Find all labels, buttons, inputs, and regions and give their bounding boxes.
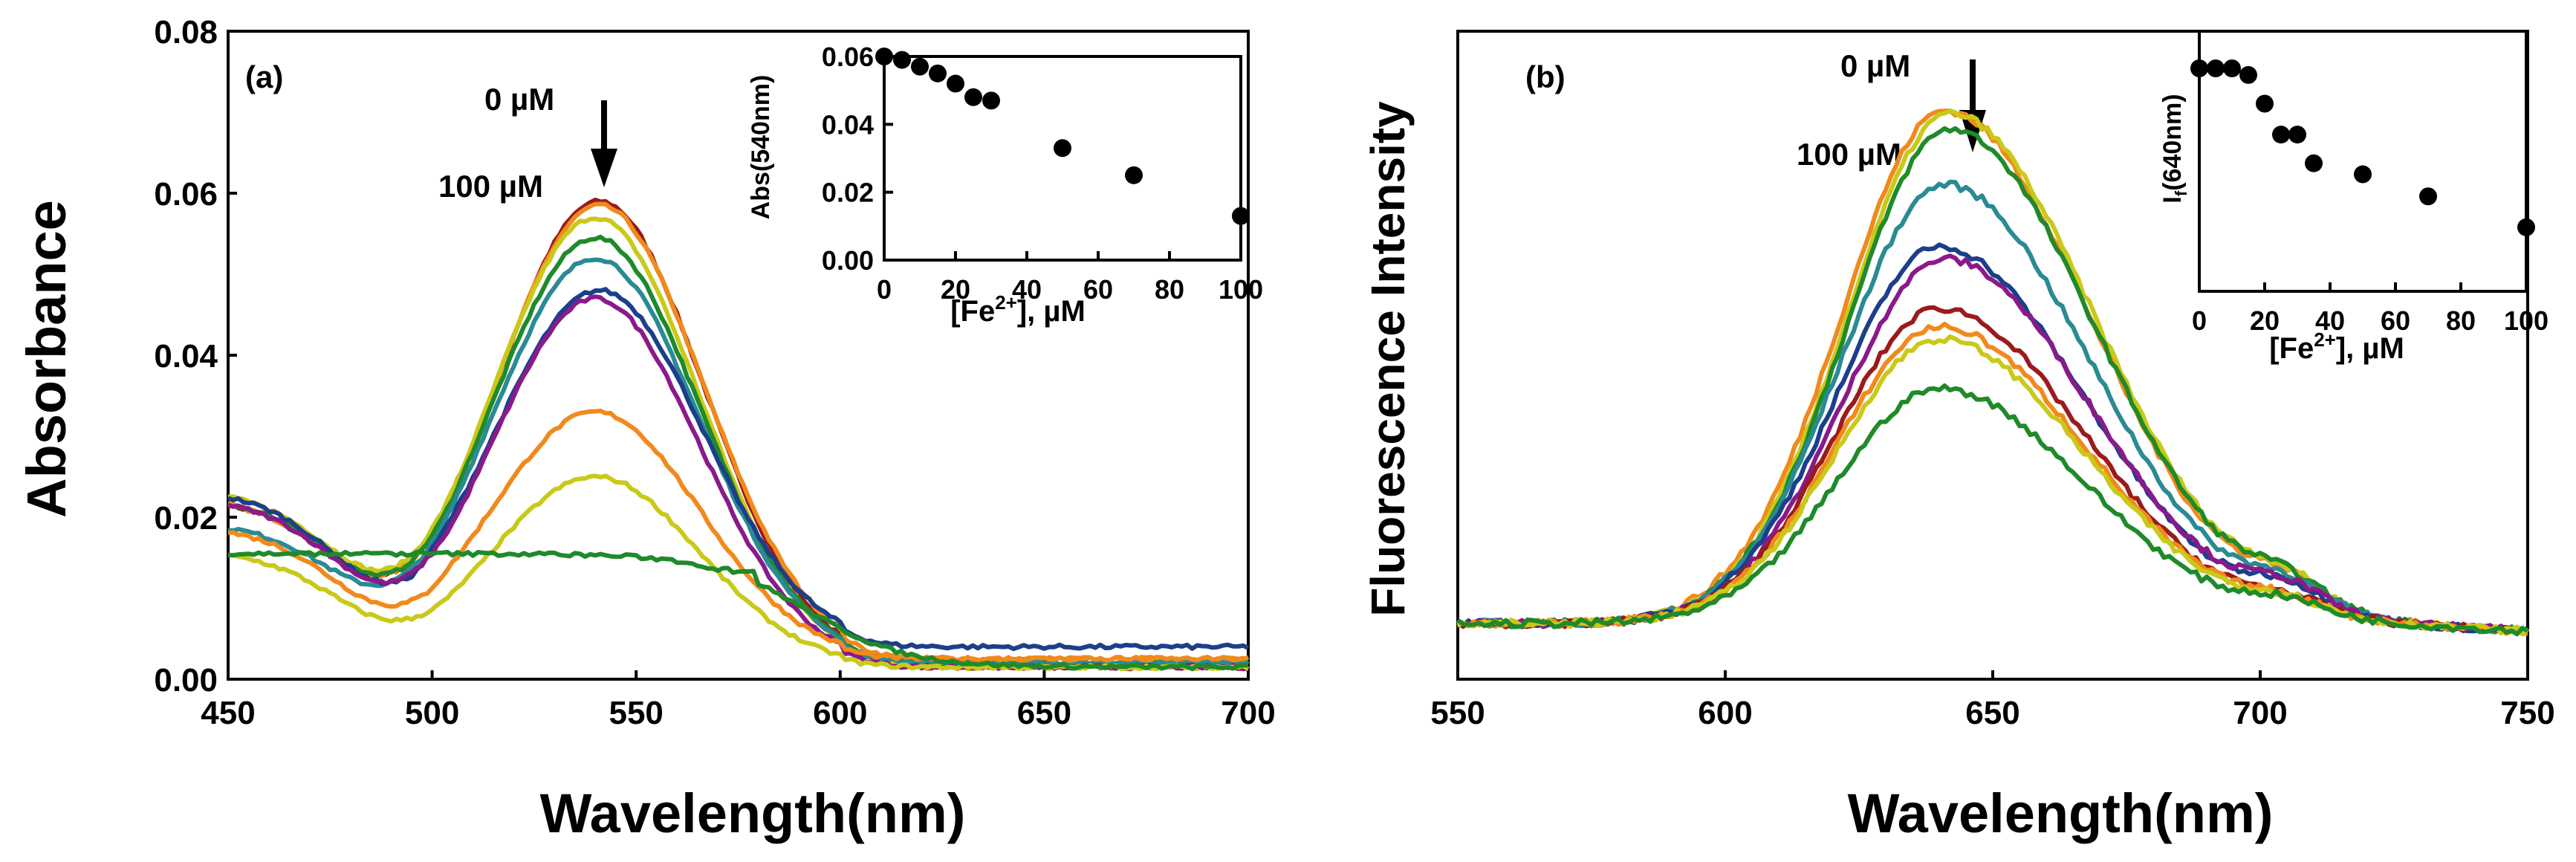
panel-b-xtick-label: 650 bbox=[1965, 695, 2019, 731]
panel-a-ytick-label: 0.08 bbox=[154, 14, 218, 51]
panel-a-ytick-label: 0.02 bbox=[154, 500, 218, 537]
inset-a-point bbox=[982, 91, 1000, 110]
inset-a-frame bbox=[883, 55, 1242, 262]
inset-b-ylabel: If(640nm) bbox=[2158, 94, 2190, 203]
inset-a-point bbox=[964, 88, 982, 106]
inset-a-ytick-label: 0.00 bbox=[822, 245, 874, 276]
inset-b-xtick-label: 100 bbox=[2504, 305, 2549, 336]
panel-b-annotation-bottom: 100 µM bbox=[1797, 137, 1901, 172]
inset-b-point bbox=[2288, 126, 2306, 144]
inset-a-xtick-label: 20 bbox=[941, 274, 970, 305]
panel-b-ylabel: Fluorescence Intensity bbox=[1361, 101, 1415, 617]
inset-a-frame bbox=[883, 55, 1242, 262]
inset-a-xtick-label: 80 bbox=[1155, 274, 1184, 305]
inset-b-point bbox=[2354, 165, 2372, 184]
inset-a-xtick-label: 0 bbox=[877, 274, 892, 305]
panel-a-xtick-label: 550 bbox=[609, 695, 663, 731]
panel-b-xlabel: Wavelength(nm) bbox=[1848, 782, 2274, 844]
inset-b-point bbox=[2207, 59, 2225, 77]
panel-b-annotation-top: 0 µM bbox=[1840, 48, 1910, 83]
inset-b-point bbox=[2239, 65, 2257, 84]
panel-a-xlabel: Wavelength(nm) bbox=[540, 782, 966, 844]
panel-b-xtick-label: 600 bbox=[1698, 695, 1752, 731]
panel-b-series-line bbox=[1456, 383, 2529, 637]
inset-b-point bbox=[2272, 126, 2290, 144]
panel-b-xtick-label: 750 bbox=[2500, 695, 2554, 731]
inset-b-point bbox=[2256, 94, 2274, 113]
panel-b-xtick-label: 550 bbox=[1430, 695, 1485, 731]
panel-a-xtick-label: 500 bbox=[405, 695, 459, 731]
inset-a-point bbox=[947, 74, 964, 93]
panel-a-xtick-label: 700 bbox=[1221, 695, 1275, 731]
panel-a-series-line bbox=[227, 549, 1249, 672]
inset-a-point bbox=[1125, 166, 1143, 184]
inset-a-point bbox=[1054, 139, 1071, 158]
panel-a: (a) Wavelength(nm) Absorbance 0 µM 100 µ… bbox=[16, 59, 1086, 844]
panel-b-xtick-label: 700 bbox=[2233, 695, 2287, 731]
panel-a-annotation-top: 0 µM bbox=[484, 82, 554, 117]
panel-a-series-line bbox=[227, 198, 1249, 672]
inset-a-point bbox=[929, 64, 947, 82]
panel-a-ytick-label: 0.04 bbox=[154, 338, 218, 375]
panel-b-series-line bbox=[1456, 334, 2530, 637]
inset-a-ytick-label: 0.04 bbox=[822, 109, 874, 140]
inset-a-point bbox=[893, 51, 911, 69]
panel-a-series-line bbox=[227, 294, 1249, 672]
inset-a-xtick-label: 100 bbox=[1219, 274, 1263, 305]
arrow-down-icon bbox=[1959, 59, 1986, 152]
inset-a-xlabel: [Fe2+], µM bbox=[950, 291, 1086, 328]
arrow-down-icon bbox=[591, 100, 617, 187]
inset-b-frame bbox=[2198, 30, 2528, 293]
inset-b-xtick-label: 80 bbox=[2446, 305, 2476, 336]
inset-b-point bbox=[2223, 59, 2241, 77]
panel-b-label: (b) bbox=[1525, 59, 1566, 94]
panel-a-xtick-label: 650 bbox=[1017, 695, 1071, 731]
inset-b-point bbox=[2190, 59, 2208, 77]
panel-b-series-line bbox=[1456, 322, 2528, 636]
inset-b-point bbox=[2517, 218, 2535, 236]
panel-a-series-line bbox=[227, 257, 1250, 667]
inset-b-xlabel: [Fe2+], µM bbox=[2269, 328, 2404, 365]
panel-a-xtick-label: 450 bbox=[201, 695, 255, 731]
inset-a-ytick-label: 0.06 bbox=[822, 42, 874, 72]
inset-a-point bbox=[875, 48, 893, 65]
panel-a-ylabel: Absorbance bbox=[16, 200, 77, 518]
panel-a-xtick-label: 600 bbox=[813, 695, 867, 731]
panel-b: (b) Wavelength(nm) Fluorescence Intensit… bbox=[1361, 48, 2404, 844]
panel-a-annotation-bottom: 100 µM bbox=[438, 169, 543, 204]
panel-a-ytick-label: 0.00 bbox=[154, 662, 218, 699]
inset-b-point bbox=[2419, 187, 2437, 206]
inset-a-xtick-label: 40 bbox=[1012, 274, 1042, 305]
panel-a-series-line bbox=[227, 408, 1249, 664]
panel-b-series-line bbox=[1457, 253, 2528, 635]
inset-a-point bbox=[1232, 207, 1250, 225]
inset-b-xtick-label: 20 bbox=[2250, 305, 2280, 336]
inset-b-point bbox=[2305, 154, 2323, 172]
inset-a-ytick-label: 0.02 bbox=[822, 178, 874, 208]
inset-b-xtick-label: 0 bbox=[2192, 305, 2207, 336]
inset-a-xtick-label: 60 bbox=[1083, 274, 1113, 305]
panel-a-label: (a) bbox=[245, 59, 283, 94]
inset-b-xtick-label: 60 bbox=[2381, 305, 2410, 336]
inset-a-ylabel: Abs(540nm) bbox=[747, 75, 775, 220]
panel-b-series-line bbox=[1456, 242, 2530, 635]
inset-b-xtick-label: 40 bbox=[2315, 305, 2345, 336]
inset-a-point bbox=[911, 57, 929, 76]
panel-a-ytick-label: 0.06 bbox=[154, 176, 218, 213]
